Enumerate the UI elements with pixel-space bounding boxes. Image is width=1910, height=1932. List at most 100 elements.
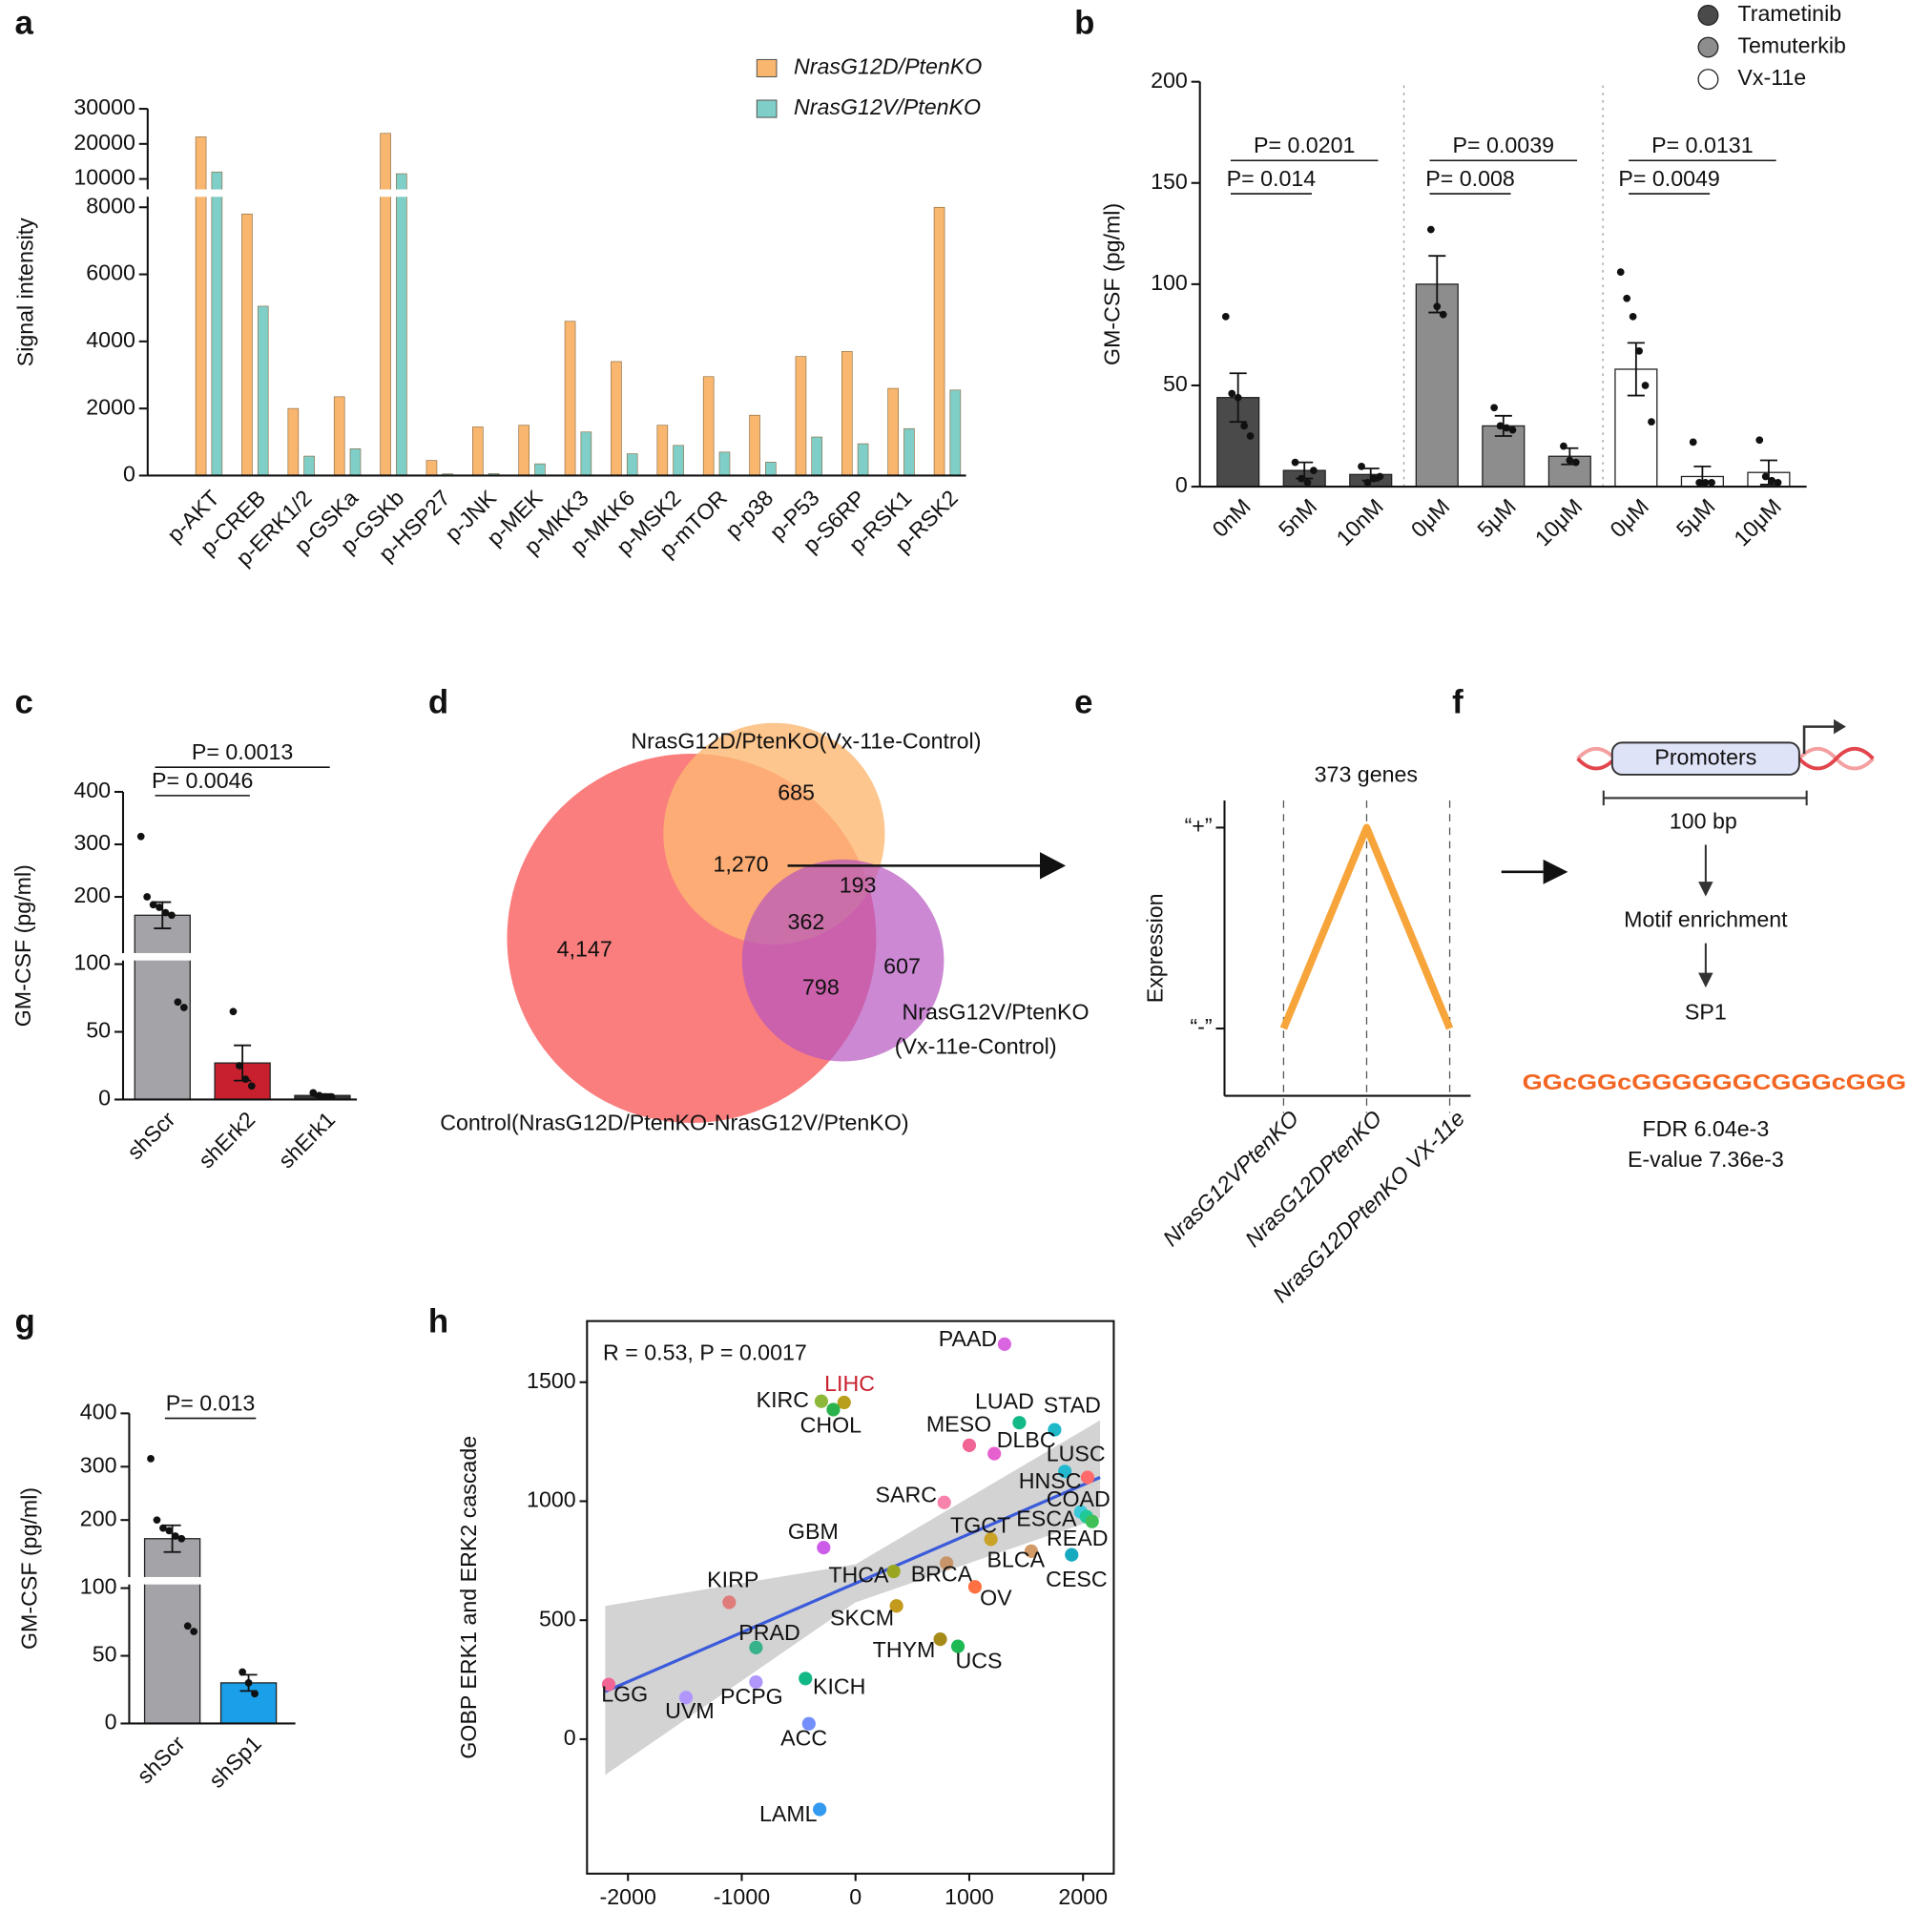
x-axis-title: GM-CSF signature enrichment bbox=[700, 1928, 1001, 1932]
data-point bbox=[309, 1089, 318, 1097]
motif-evalue: E-value 7.36e-3 bbox=[1628, 1147, 1784, 1172]
legend-label: Trametinib bbox=[1737, 1, 1841, 26]
p-value: P= 0.0201 bbox=[1254, 133, 1355, 157]
data-point bbox=[1058, 1465, 1072, 1479]
venn: NrasG12D/PtenKO(Vx-11e-Control) NrasG12V… bbox=[440, 722, 1090, 1134]
data-point bbox=[1635, 347, 1643, 355]
y-tick-label: 0 bbox=[564, 1725, 576, 1750]
y-tick-label: 1000 bbox=[527, 1487, 576, 1512]
chart-title: 373 genes bbox=[1315, 761, 1418, 786]
legend-swatch bbox=[756, 58, 778, 78]
bar bbox=[903, 427, 915, 476]
point-label: KIRC bbox=[757, 1387, 809, 1412]
data-point bbox=[1755, 436, 1764, 445]
point-label: MESO bbox=[926, 1411, 991, 1436]
x-tick-label: 1000 bbox=[945, 1884, 994, 1909]
data-point bbox=[168, 911, 176, 920]
data-point bbox=[1363, 478, 1372, 487]
point-label: PCPG bbox=[720, 1684, 783, 1709]
data-point bbox=[1708, 478, 1715, 487]
data-point bbox=[1439, 310, 1447, 319]
y-tick-label: 6000 bbox=[86, 260, 135, 285]
point-label: STAD bbox=[1044, 1392, 1101, 1417]
point-label: GBM bbox=[788, 1519, 839, 1544]
y-tick-label: “+” bbox=[1185, 814, 1213, 839]
x-tick-label: shScr bbox=[122, 1107, 180, 1165]
data-point bbox=[1024, 1544, 1039, 1558]
x-tick-label: NrasG12VPtenKO bbox=[1158, 1106, 1303, 1251]
legend-label: Vx-11e bbox=[1737, 65, 1806, 90]
bar bbox=[333, 396, 345, 476]
p-value: P= 0.0013 bbox=[192, 739, 293, 764]
data-point bbox=[1310, 467, 1318, 474]
p-value: P= 0.014 bbox=[1227, 166, 1317, 191]
p-value: P= 0.0131 bbox=[1651, 133, 1753, 157]
data-point bbox=[1234, 393, 1242, 402]
data-point bbox=[177, 1534, 186, 1543]
point-label: BLCA bbox=[987, 1547, 1046, 1571]
data-point bbox=[962, 1438, 977, 1452]
y-axis-title: GM-CSF (pg/ml) bbox=[16, 1487, 41, 1650]
tss-arrow bbox=[1802, 725, 1835, 754]
data-point bbox=[149, 901, 157, 909]
bar bbox=[472, 426, 484, 476]
y-tick-label: 150 bbox=[1151, 169, 1188, 194]
bar bbox=[718, 451, 731, 476]
data-point bbox=[1358, 462, 1365, 470]
p-value: P= 0.0046 bbox=[152, 768, 253, 793]
venn-count: 607 bbox=[883, 954, 921, 979]
venn-circle bbox=[741, 859, 945, 1062]
data-point bbox=[1065, 1548, 1079, 1562]
y-tick-label: 1500 bbox=[527, 1368, 576, 1393]
point-label: PAAD bbox=[939, 1326, 997, 1351]
point-label: UCS bbox=[955, 1649, 1002, 1673]
confidence-band bbox=[605, 1420, 1101, 1776]
x-tick-label: shScr bbox=[132, 1731, 190, 1789]
x-tick-label: -2000 bbox=[600, 1884, 656, 1909]
data-point bbox=[171, 1532, 179, 1540]
point-label: DLBC bbox=[997, 1427, 1056, 1452]
venn-set-label: Control(NrasG12D/PtenKO-NrasG12V/PtenKO) bbox=[440, 1110, 908, 1134]
legend-marker bbox=[1697, 69, 1719, 91]
bar bbox=[749, 414, 760, 476]
y-tick-label: 0 bbox=[1175, 472, 1188, 497]
p-value: P= 0.0049 bbox=[1618, 166, 1719, 191]
venn-set-label: NrasG12V/PtenKO bbox=[903, 999, 1090, 1024]
bar bbox=[564, 321, 576, 476]
data-point bbox=[1503, 424, 1510, 432]
data-point bbox=[1571, 458, 1580, 467]
arrow-head bbox=[1698, 972, 1713, 988]
venn-count: 4,147 bbox=[557, 937, 612, 962]
point-label: THCA bbox=[828, 1562, 889, 1587]
y-tick-label: 400 bbox=[73, 778, 111, 802]
axis-break bbox=[150, 189, 969, 197]
point-label: LUAD bbox=[975, 1389, 1034, 1414]
data-point bbox=[1496, 422, 1505, 430]
point-label: SARC bbox=[876, 1482, 937, 1506]
point-label: KICH bbox=[813, 1674, 865, 1699]
venn-count: 193 bbox=[840, 872, 877, 897]
bar bbox=[626, 453, 638, 476]
scale-bar bbox=[1602, 790, 1808, 806]
legend-label: NrasG12V/PtenKO bbox=[794, 94, 981, 119]
data-point bbox=[1221, 312, 1230, 321]
data-point bbox=[1433, 302, 1442, 311]
data-point bbox=[1370, 474, 1378, 483]
data-point bbox=[1303, 478, 1312, 487]
bar bbox=[396, 173, 407, 476]
data-point bbox=[749, 1640, 763, 1654]
data-point bbox=[1228, 389, 1236, 398]
data-point bbox=[1629, 312, 1637, 321]
data-point bbox=[1426, 225, 1435, 234]
y-tick-label: 300 bbox=[73, 830, 111, 855]
data-point bbox=[147, 1455, 155, 1463]
data-point bbox=[1689, 438, 1697, 447]
bar bbox=[211, 171, 223, 476]
x-tick-label: shSp1 bbox=[204, 1731, 266, 1793]
point-label: LGG bbox=[601, 1681, 648, 1706]
venn-set-label: (Vx-11e-Control) bbox=[895, 1033, 1057, 1058]
point-label: LIHC bbox=[824, 1371, 875, 1396]
point-label: SKCM bbox=[830, 1606, 894, 1631]
scale-label: 100 bp bbox=[1670, 808, 1737, 833]
